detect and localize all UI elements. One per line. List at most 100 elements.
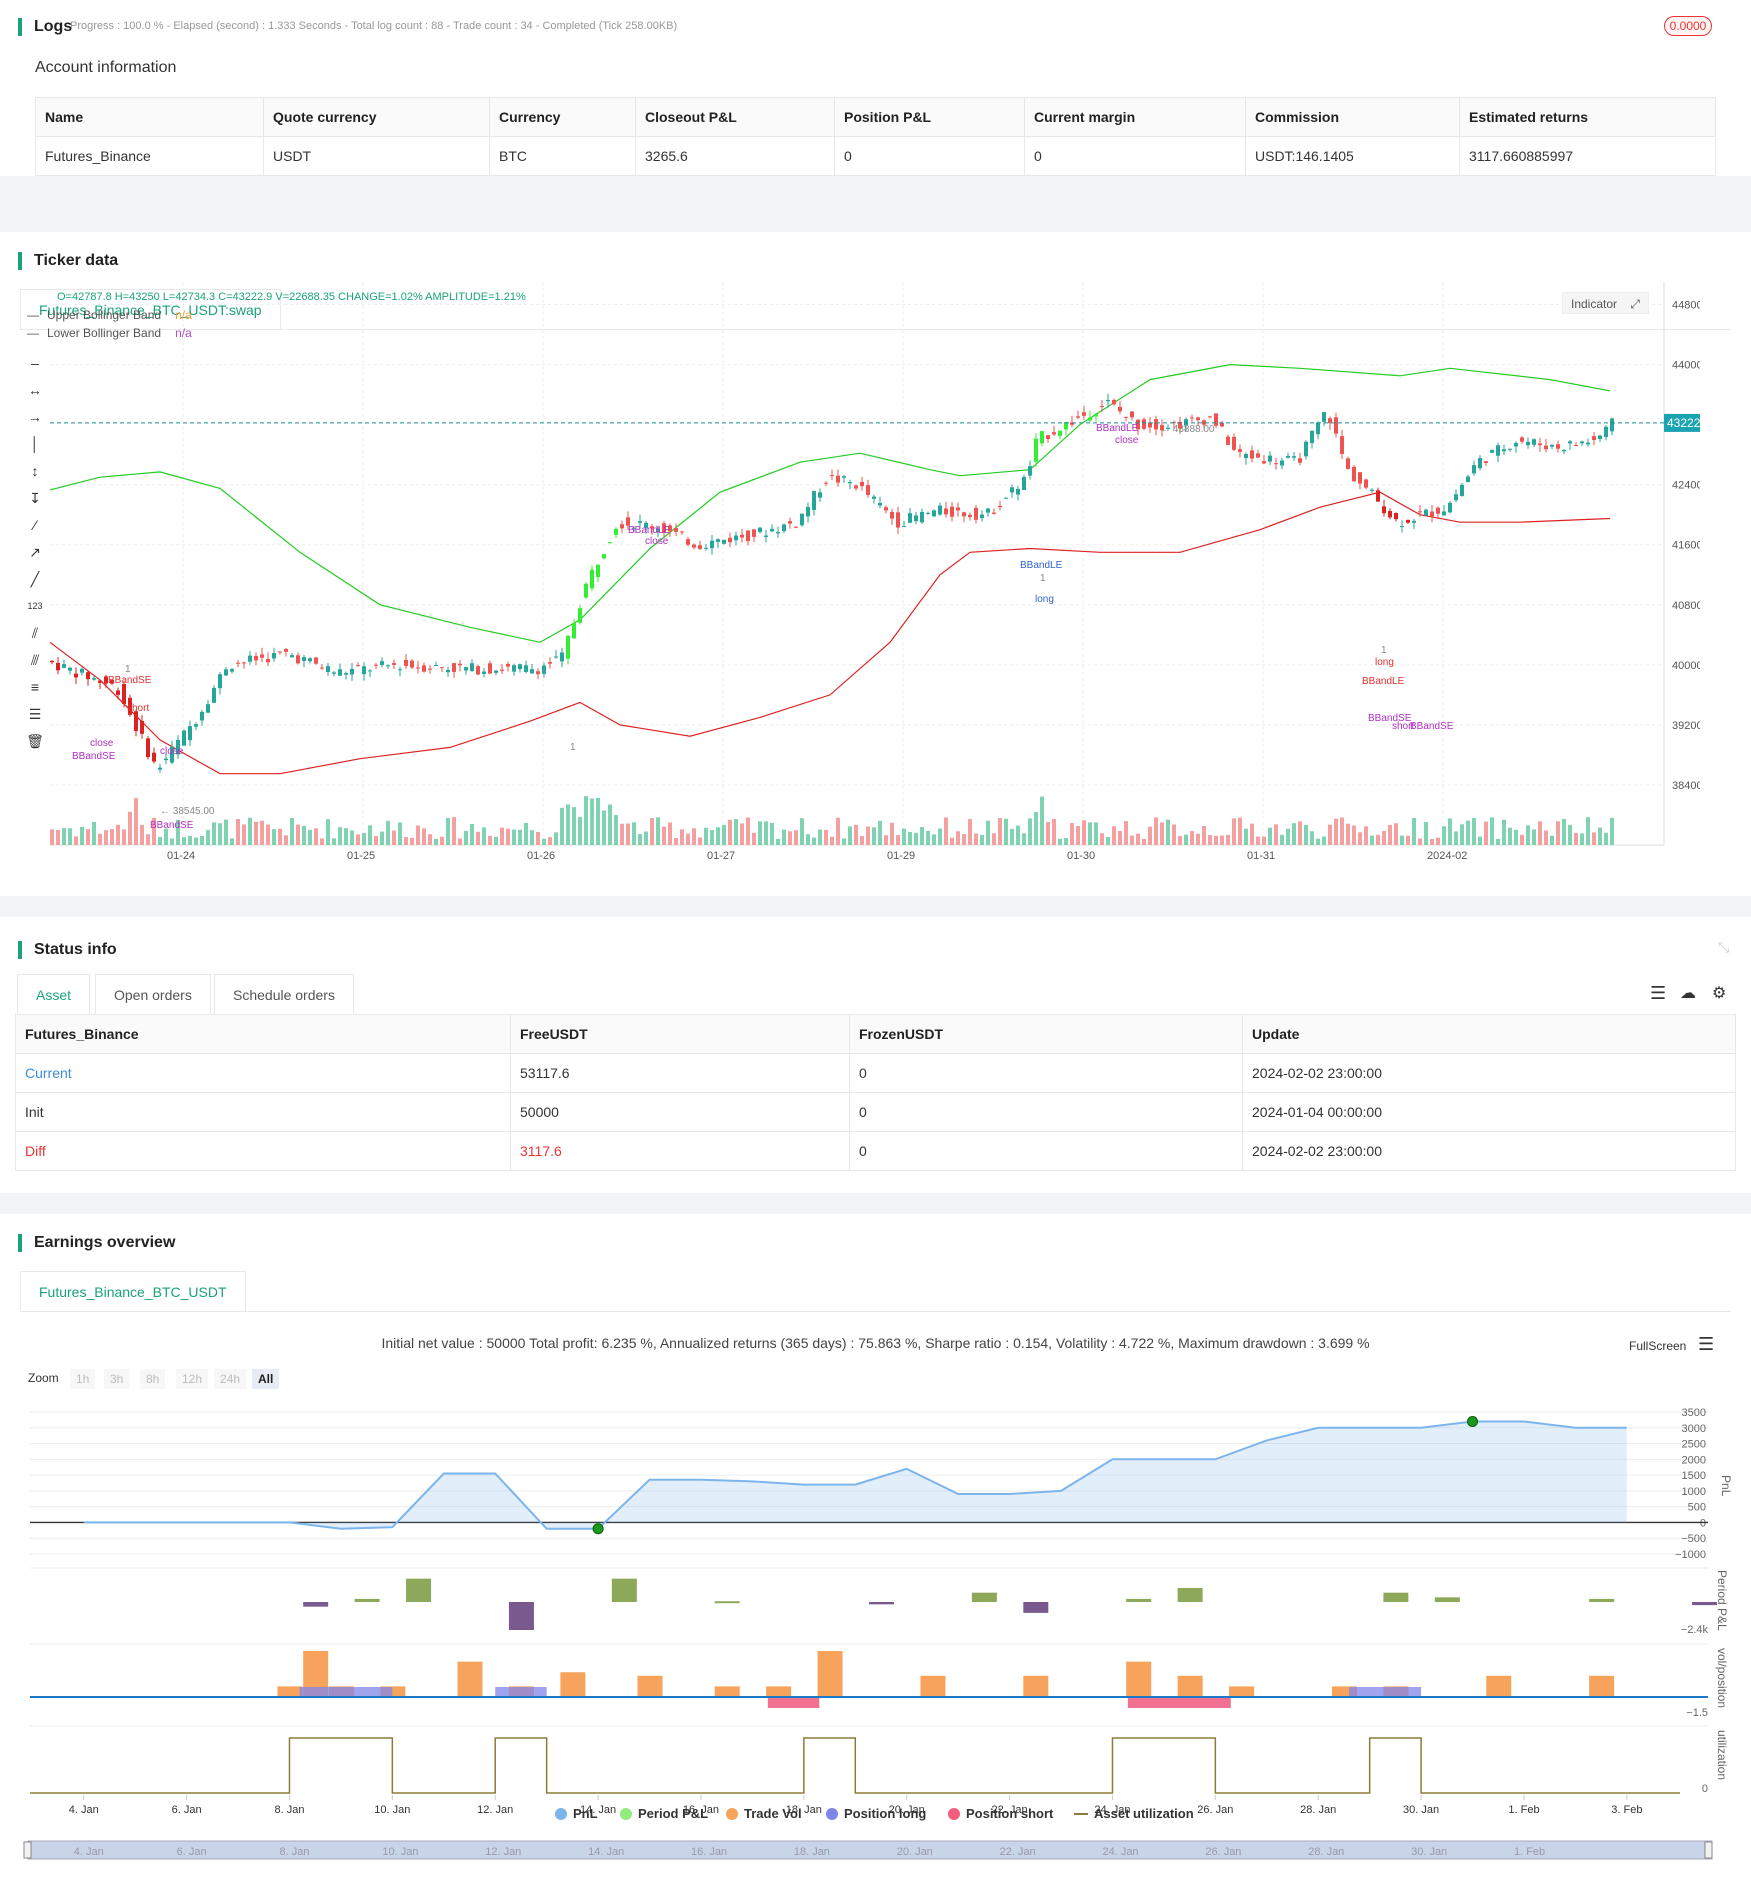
fib-extension-icon[interactable]: ☰ bbox=[28, 706, 42, 722]
price-range-icon[interactable]: ↧ bbox=[29, 490, 41, 506]
candle-body bbox=[986, 508, 990, 513]
volume-bar bbox=[242, 824, 246, 845]
candle-body bbox=[1604, 426, 1608, 438]
volume-bar bbox=[434, 838, 438, 845]
crosshair-line-icon[interactable]: – bbox=[31, 355, 39, 371]
earnings-legend-item[interactable]: Trade Vol bbox=[726, 1806, 802, 1821]
tab-earnings-symbol[interactable]: Futures_Binance_BTC_USDT bbox=[20, 1271, 246, 1311]
candle-body bbox=[1064, 422, 1068, 430]
zoom-all-button[interactable]: All bbox=[252, 1369, 280, 1389]
volume-bar bbox=[1136, 833, 1140, 845]
zoom-24h-button[interactable]: 24h bbox=[214, 1369, 247, 1389]
volume-bar bbox=[176, 819, 180, 845]
candle-body bbox=[1118, 406, 1122, 412]
zoom-3h-button[interactable]: 3h bbox=[104, 1369, 130, 1389]
candle-body bbox=[1328, 418, 1332, 424]
earnings-legend-item[interactable]: Position long bbox=[826, 1806, 926, 1821]
candle-body bbox=[824, 482, 828, 484]
earnings-legend-item[interactable]: Position short bbox=[948, 1806, 1053, 1821]
zoom-12h-button[interactable]: 12h bbox=[176, 1369, 209, 1389]
tab-open-orders[interactable]: Open orders bbox=[95, 974, 211, 1014]
volume-bar bbox=[530, 830, 534, 845]
candlestick-chart[interactable]: 44800.00 44000.00 42400.00 41600.00 40800.00… bbox=[0, 232, 1700, 862]
volume-bar bbox=[1544, 830, 1548, 845]
segment-line-icon[interactable]: ╱ bbox=[30, 571, 40, 587]
vertical-line-icon[interactable]: │ bbox=[30, 436, 40, 452]
volume-bar bbox=[632, 822, 636, 845]
volume-bar bbox=[1604, 832, 1608, 845]
candle-body bbox=[1436, 507, 1440, 514]
candle-body bbox=[908, 513, 912, 523]
volume-bar bbox=[488, 835, 492, 845]
candle-body bbox=[1190, 417, 1194, 419]
legend-name: Lower Bollinger Band bbox=[47, 326, 162, 340]
volume-bar bbox=[314, 828, 318, 845]
zoom-8h-button[interactable]: 8h bbox=[140, 1369, 166, 1389]
candle-body bbox=[410, 660, 414, 668]
expand-icon[interactable]: ⤢ bbox=[1630, 297, 1640, 311]
ray-line-icon[interactable]: ↗ bbox=[29, 544, 41, 560]
volume-bar bbox=[152, 817, 156, 845]
volume-bar bbox=[1028, 818, 1032, 845]
candle-body bbox=[602, 554, 606, 559]
asset-header-cell: Update bbox=[1242, 1014, 1736, 1054]
gear-icon[interactable]: ⚙ bbox=[1712, 985, 1727, 1002]
volume-bar bbox=[248, 817, 252, 845]
price-label-icon[interactable]: 123 bbox=[27, 601, 43, 611]
trade-count-label: 1 bbox=[570, 742, 576, 753]
volume-bar bbox=[770, 822, 774, 845]
volume-bar bbox=[1526, 825, 1530, 845]
candle-body bbox=[356, 665, 360, 667]
trash-icon[interactable]: 🗑 bbox=[26, 733, 44, 749]
candle-body bbox=[1154, 419, 1158, 430]
volume-bar bbox=[1070, 823, 1074, 845]
candle-body bbox=[1286, 455, 1290, 458]
volume-bar bbox=[308, 829, 312, 845]
candle-body bbox=[560, 652, 564, 662]
vertical-segment-icon[interactable]: ↕ bbox=[31, 463, 39, 479]
candle-body bbox=[374, 664, 378, 666]
collapse-icon[interactable]: ⤡ bbox=[1718, 939, 1730, 955]
zoom-1h-button[interactable]: 1h bbox=[70, 1369, 96, 1389]
fullscreen-button[interactable]: FullScreen bbox=[1629, 1339, 1687, 1353]
earnings-legend-item[interactable]: Asset utilization bbox=[1074, 1806, 1194, 1821]
asset-cell: 2024-01-04 00:00:00 bbox=[1242, 1092, 1736, 1132]
fib-levels-icon[interactable]: ≡ bbox=[30, 679, 40, 695]
candle-body bbox=[1478, 458, 1482, 469]
horizontal-ray-icon[interactable]: → bbox=[28, 409, 42, 425]
menu-icon[interactable]: ☰ bbox=[1698, 1334, 1715, 1354]
candle-body bbox=[1226, 436, 1230, 445]
indicator-button[interactable]: Indicator ⤢ bbox=[1562, 292, 1649, 314]
candle-body bbox=[242, 662, 246, 664]
candle-body bbox=[416, 667, 420, 669]
logs-panel: Logs Progress : 100.0 % - Elapsed (secon… bbox=[0, 0, 1751, 176]
volume-bar bbox=[1448, 818, 1452, 845]
fibonacci-icon[interactable]: ⫻ bbox=[30, 652, 40, 668]
candle-body bbox=[596, 564, 600, 578]
asset-cell: Init bbox=[15, 1092, 511, 1132]
tab-schedule-orders[interactable]: Schedule orders bbox=[214, 974, 354, 1014]
candle-body bbox=[194, 724, 198, 727]
candle-body bbox=[1610, 418, 1614, 432]
earnings-legend-item[interactable]: Period P&L bbox=[620, 1806, 708, 1821]
cloud-download-icon[interactable]: ☁ bbox=[1680, 985, 1696, 1002]
candle-body bbox=[1244, 453, 1248, 459]
trend-line-icon[interactable]: ∕ bbox=[33, 517, 37, 533]
horizontal-line-icon[interactable]: ↔ bbox=[28, 382, 42, 398]
list-icon[interactable]: ☰ bbox=[1650, 983, 1667, 1003]
candle-body bbox=[1220, 422, 1224, 427]
volume-bar bbox=[1148, 826, 1152, 845]
tab-ticker-symbol[interactable]: Futures_Binance_BTC_USDT:swap bbox=[20, 289, 281, 329]
volume-bar bbox=[50, 829, 54, 845]
candle-body bbox=[650, 526, 654, 529]
candle-body bbox=[992, 512, 996, 514]
earnings-legend-item[interactable]: PnL bbox=[555, 1806, 598, 1821]
tab-asset[interactable]: Asset bbox=[17, 974, 91, 1014]
candle-body bbox=[470, 663, 474, 671]
candle-body bbox=[1106, 399, 1110, 402]
volume-bar bbox=[1400, 835, 1404, 845]
candle-body bbox=[1484, 461, 1488, 463]
trade-signal-label: close bbox=[645, 536, 669, 547]
candle-body bbox=[1304, 441, 1308, 457]
parallel-channel-icon[interactable]: ⫽ bbox=[31, 625, 39, 641]
